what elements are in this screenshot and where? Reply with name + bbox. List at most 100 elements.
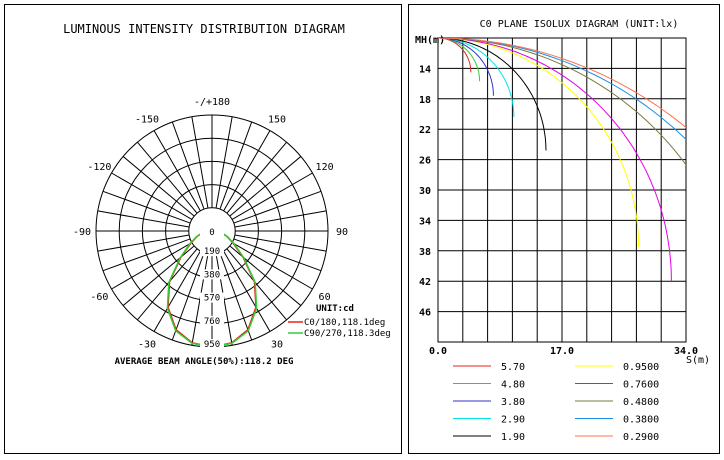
polar-spoke: [153, 250, 201, 332]
isolux-legend-label: 0.4800: [623, 397, 659, 408]
angle-label: -90: [73, 227, 91, 238]
angle-label: -/+180: [194, 97, 230, 108]
isolux-grid: [437, 37, 687, 343]
isolux-panel: C0 PLANE ISOLUX DIAGRAM (UNIT:lx) MH(m) …: [408, 4, 720, 454]
polar-spoke: [233, 238, 322, 272]
unit-label: UNIT:cd: [316, 304, 354, 314]
angle-label: -60: [90, 292, 108, 303]
polar-spoke: [215, 253, 233, 346]
x-axis-label: S(m): [686, 355, 710, 366]
y-tick-label: 38: [419, 247, 431, 258]
radial-label-bg: [200, 339, 224, 349]
polar-spoke: [229, 156, 302, 217]
y-tick-label: 22: [419, 125, 431, 136]
polar-spoke: [223, 250, 271, 332]
y-tick-label: 30: [419, 186, 431, 197]
polar-spoke: [191, 253, 209, 346]
angle-label: -30: [138, 340, 156, 351]
isolux-chart: C0 PLANE ISOLUX DIAGRAM (UNIT:lx) MH(m) …: [415, 19, 710, 443]
isolux-curve-9: [438, 38, 686, 129]
isolux-curves: [438, 38, 686, 282]
isolux-curve-8: [438, 38, 686, 141]
radial-label-bg: [200, 315, 224, 326]
y-tick-label: 26: [419, 156, 431, 167]
polar-spoke: [219, 252, 253, 341]
radial-label-bg: [200, 227, 224, 237]
radial-label: 950: [204, 340, 220, 350]
x-tick-label: 0.0: [429, 346, 447, 357]
polar-labels: -/+180 -150 150 -120 120 -90 90 -60 60 -30 30 0 190 3…: [73, 97, 348, 351]
polar-spoke: [111, 172, 193, 220]
polar-spoke: [171, 121, 205, 210]
isolux-curve-4: [438, 38, 547, 151]
isolux-legend-label: 5.70: [501, 362, 525, 373]
angle-label: -120: [87, 162, 111, 173]
y-tick-label: 14: [419, 64, 431, 75]
polar-spoke: [171, 252, 205, 341]
angle-label: 90: [336, 227, 348, 238]
polar-spoke: [137, 248, 198, 321]
polar-spoke: [153, 130, 201, 212]
polar-spoke: [234, 210, 327, 228]
polar-spoke: [233, 190, 322, 224]
isolux-ticks: 14 18 22 26 30 34 38 42 46 0.0 17.0 34.0: [419, 64, 698, 357]
isolux-curve-6: [438, 38, 672, 282]
angle-label: 60: [319, 292, 331, 303]
y-axis-label: MH(m): [415, 35, 445, 46]
radial-label-bg: [200, 292, 224, 303]
polar-spoke: [231, 172, 313, 220]
y-tick-label: 46: [419, 308, 431, 319]
isolux-legend: 5.70 4.80 3.80 2.90 1.90 0.9500 0.7600 0.4800 0.…: [453, 362, 659, 443]
polar-spoke: [102, 190, 191, 224]
isolux-curve-7: [438, 38, 686, 166]
isolux-legend-label: 0.2900: [623, 432, 659, 443]
polar-spoke: [97, 210, 190, 228]
polar-title: LUMINOUS INTENSITY DISTRIBUTION DIAGRAM: [63, 22, 345, 36]
isolux-legend-label: 3.80: [501, 397, 525, 408]
radial-label: 190: [204, 247, 220, 257]
isolux-legend-label: 0.7600: [623, 380, 659, 391]
radial-label-bg: [200, 246, 224, 257]
polar-legend-label: C0/180,118.1deg: [304, 318, 385, 328]
y-tick-label: 18: [419, 95, 431, 106]
isolux-legend-label: 1.90: [501, 432, 525, 443]
radial-label: 760: [204, 317, 220, 327]
radial-label-bg: [200, 269, 224, 280]
radial-label: 380: [204, 270, 220, 280]
polar-spoke: [122, 156, 195, 217]
y-tick-label: 34: [419, 216, 431, 227]
isolux-title: C0 PLANE ISOLUX DIAGRAM (UNIT:lx): [480, 19, 679, 30]
polar-spoke: [223, 130, 271, 212]
polar-spoke: [137, 141, 198, 214]
polar-spoke: [234, 234, 327, 252]
y-tick-label: 42: [419, 277, 431, 288]
isolux-legend-label: 0.9500: [623, 362, 659, 373]
isolux-legend-label: 0.3800: [623, 415, 659, 426]
polar-legend-label: C90/270,118.3deg: [304, 329, 391, 339]
polar-spoke: [226, 248, 287, 321]
polar-spoke: [215, 116, 233, 209]
isolux-curve-3: [438, 38, 515, 118]
x-tick-label: 34.0: [674, 346, 698, 357]
angle-label: 150: [268, 114, 286, 125]
polar-spoke: [191, 116, 209, 209]
intensity-distribution-panel: LUMINOUS INTENSITY DISTRIBUTION DIAGRAM …: [4, 4, 402, 454]
polar-spoke: [111, 242, 193, 290]
radial-label: 0: [209, 228, 214, 238]
isolux-curve-2: [438, 38, 494, 96]
isolux-curve-5: [438, 38, 640, 248]
angle-label: 120: [316, 162, 334, 173]
polar-spoke: [226, 141, 287, 214]
isolux-legend-label: 4.80: [501, 380, 525, 391]
beam-angle-footer: AVERAGE BEAM ANGLE(50%):118.2 DEG: [115, 357, 294, 367]
polar-spoke: [97, 234, 190, 252]
polar-spoke: [102, 238, 191, 272]
angle-label: 30: [271, 340, 283, 351]
polar-spoke: [219, 121, 253, 210]
polar-chart: LUMINOUS INTENSITY DISTRIBUTION DIAGRAM …: [63, 22, 391, 367]
angle-label: -150: [135, 114, 159, 125]
isolux-legend-label: 2.90: [501, 415, 525, 426]
polar-spoke: [231, 242, 313, 290]
x-tick-label: 17.0: [550, 346, 574, 357]
